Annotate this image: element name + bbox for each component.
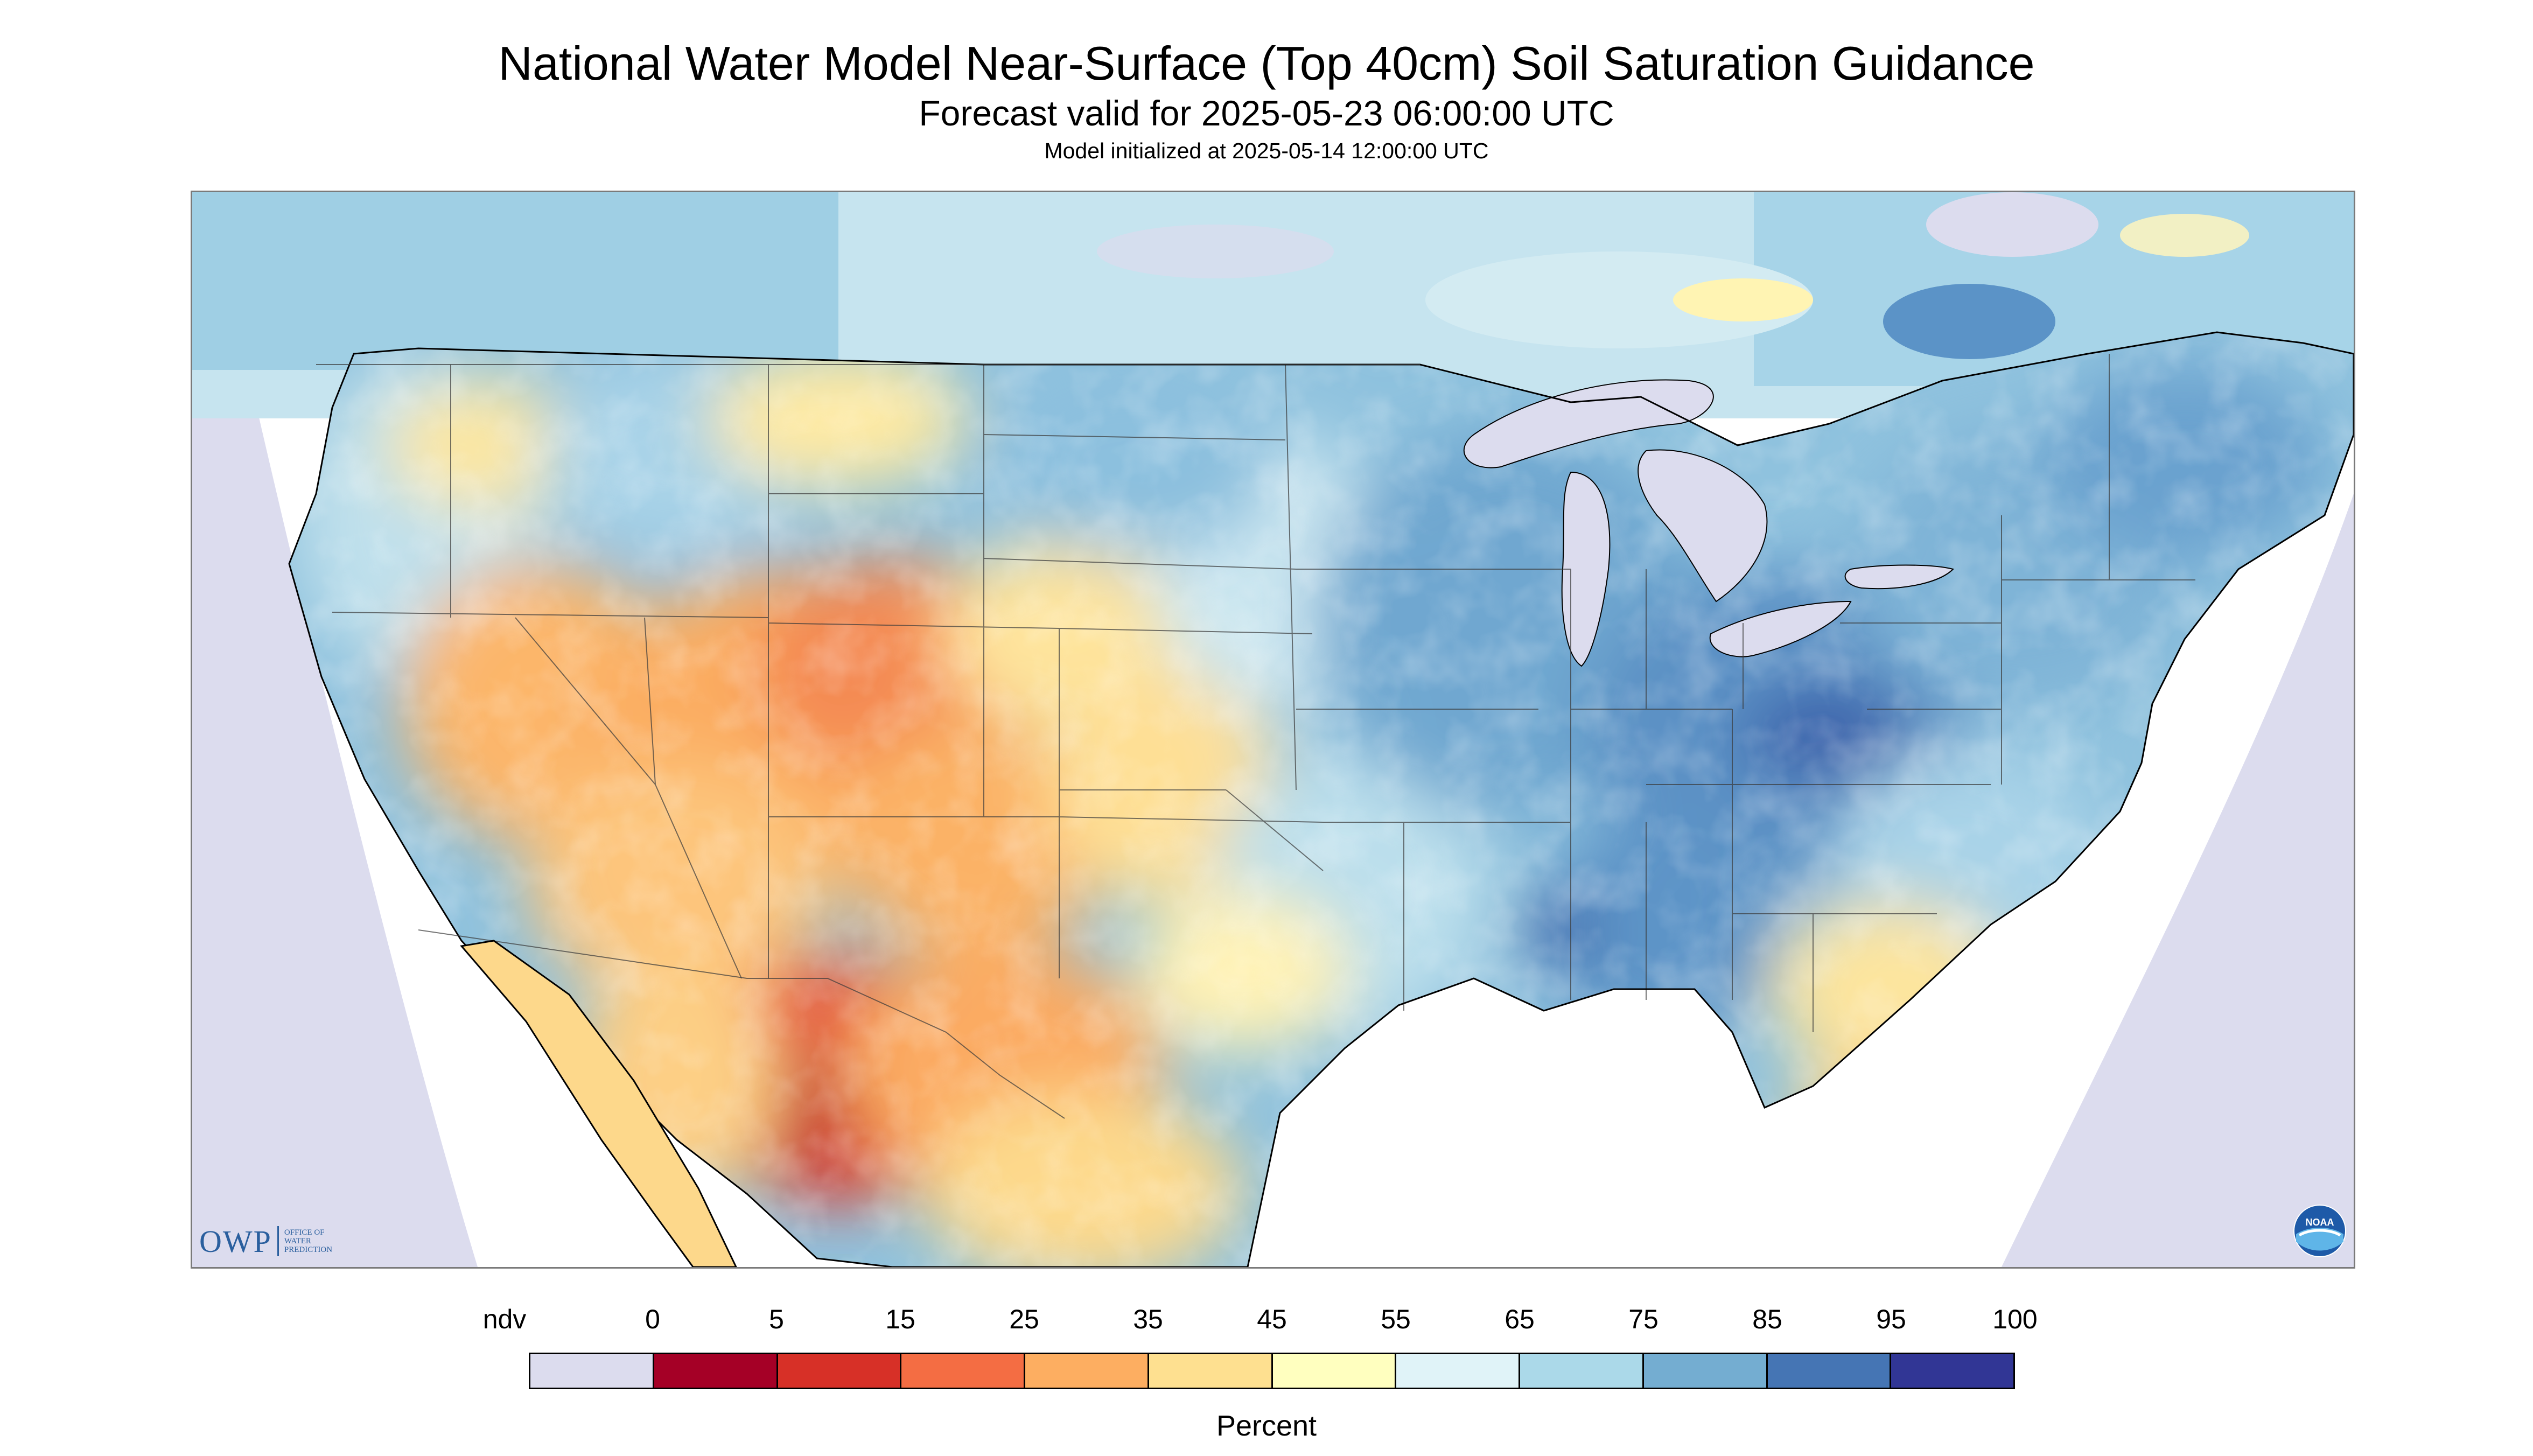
baja-peninsula <box>460 940 737 1267</box>
noaa-logo-text: NOAA <box>2306 1217 2334 1228</box>
legend-units: Percent <box>1216 1410 1317 1442</box>
map-panel <box>191 191 2355 1269</box>
legend-label: 100 <box>1992 1304 2038 1334</box>
colorbar-swatch-55-65 <box>1396 1354 1520 1388</box>
legend-label: 35 <box>1133 1304 1163 1334</box>
noaa-logo: NOAA <box>2293 1205 2346 1257</box>
model-init-time: Model initialized at 2025-05-14 12:00:00… <box>1044 138 1489 163</box>
owp-logo-divider <box>277 1226 279 1256</box>
colorbar-swatch-25-35 <box>1025 1354 1149 1388</box>
colorbar-swatch-35-45 <box>1149 1354 1273 1388</box>
colorbar-swatch-65-75 <box>1520 1354 1644 1388</box>
map-title: National Water Model Near-Surface (Top 4… <box>498 37 2035 90</box>
lake-erie <box>1709 600 1852 657</box>
legend-label: 0 <box>645 1304 660 1334</box>
legend-label: 75 <box>1628 1304 1659 1334</box>
soil-saturation-map <box>192 192 2354 1267</box>
colorbar <box>529 1353 2015 1389</box>
lake-michigan <box>1561 471 1611 667</box>
colorbar-swatch-0-5 <box>654 1354 778 1388</box>
lake-ontario <box>1844 564 1954 590</box>
legend-label: 85 <box>1752 1304 1782 1334</box>
legend-label: 55 <box>1381 1304 1411 1334</box>
owp-logo-subtext: OFFICE OF WATER PREDICTION <box>284 1228 333 1254</box>
colorbar-swatch-45-55 <box>1272 1354 1397 1388</box>
legend-labels: ndv 0 5 15 25 35 45 55 65 75 85 95 100 <box>0 1303 2533 1346</box>
no-data-area-west <box>192 192 478 1267</box>
legend-label: 25 <box>1009 1304 1039 1334</box>
colorbar-swatch-95-100 <box>1891 1354 2013 1388</box>
colorbar-swatch-15-25 <box>901 1354 1025 1388</box>
colorbar-swatch-75-85 <box>1643 1354 1768 1388</box>
owp-logo-text: OWP <box>199 1223 272 1259</box>
forecast-valid-time: Forecast valid for 2025-05-23 06:00:00 U… <box>919 93 1614 133</box>
no-data-area-east <box>2002 494 2354 1267</box>
legend-label: 45 <box>1257 1304 1287 1334</box>
colorbar-swatch-85-95 <box>1767 1354 1892 1388</box>
legend-label: 15 <box>885 1304 915 1334</box>
state-boundaries <box>332 354 2195 1032</box>
colorbar-swatch-ndv <box>530 1354 654 1388</box>
owp-logo: OWP OFFICE OF WATER PREDICTION <box>199 1222 332 1260</box>
legend-label: ndv <box>482 1304 527 1334</box>
lake-huron <box>1638 449 1768 603</box>
colorbar-swatch-5-15 <box>778 1354 902 1388</box>
legend-label: 95 <box>1876 1304 1906 1334</box>
legend-label: 5 <box>769 1304 784 1334</box>
legend-label: 65 <box>1505 1304 1535 1334</box>
